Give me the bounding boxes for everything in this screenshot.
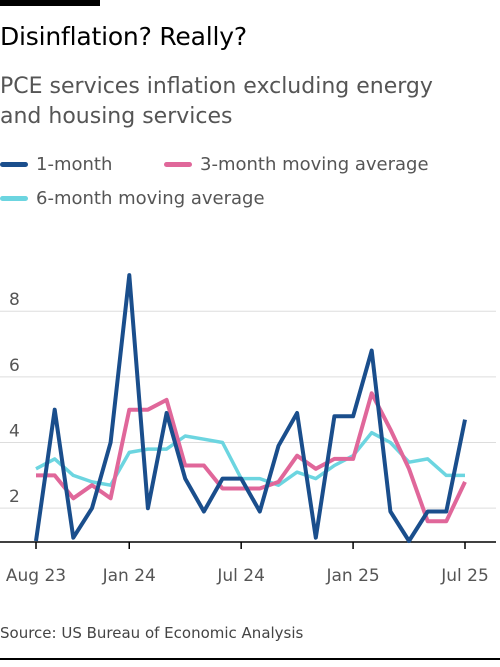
x-tick-label-17: Jan 25 (325, 566, 379, 586)
legend-swatch-1-month (0, 162, 28, 167)
y-tick-label-2: 2 (9, 487, 20, 507)
source-note: Source: US Bureau of Economic Analysis (0, 624, 304, 642)
y-tick-label-8: 8 (9, 290, 20, 310)
series-line-6-month-moving-average (35, 430, 465, 487)
legend-swatch-3-month (164, 162, 192, 167)
x-tick-label-5: Jan 24 (102, 566, 156, 586)
y-tick-label-4: 4 (9, 422, 20, 442)
bottom-bar (0, 658, 500, 660)
series-line-1-month (34, 273, 467, 543)
chart-title: Disinflation? Really? (0, 22, 247, 51)
legend-swatch-6-month (0, 196, 28, 201)
legend-label-1-month: 1-month (36, 154, 113, 175)
x-tick-label-23: Jul 25 (440, 566, 489, 586)
x-tick-label-11: Jul 24 (216, 566, 265, 586)
legend-item-1-month: 1-month (0, 154, 112, 175)
top-bar (0, 0, 100, 6)
legend-label-3-month: 3-month moving average (200, 154, 429, 175)
series-line-3-month-moving-average (36, 391, 467, 524)
legend-item-6-month: 6-month moving average (0, 188, 265, 209)
legend-item-3-month: 3-month moving average (164, 154, 429, 175)
x-tick-label-0: Aug 23 (6, 566, 66, 586)
chart-subtitle: PCE services inflation excluding energy … (0, 74, 433, 129)
legend-label-6-month: 6-month moving average (36, 188, 265, 209)
y-tick-label-6: 6 (9, 356, 20, 376)
